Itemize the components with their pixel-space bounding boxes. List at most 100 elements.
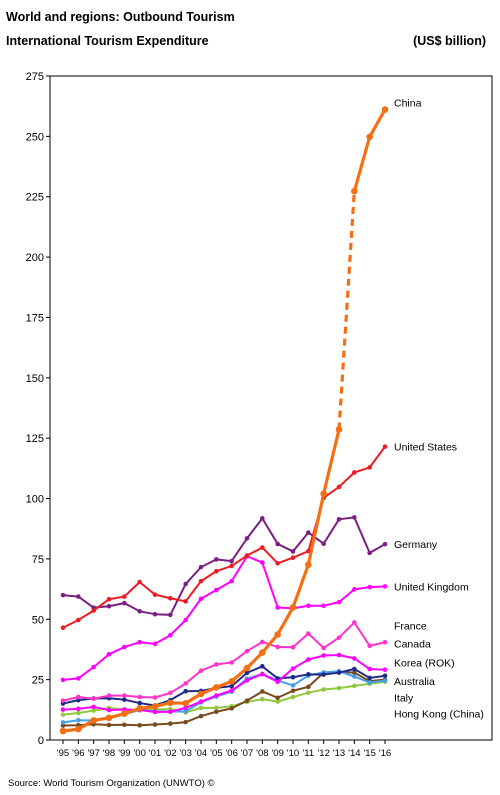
- data-point: [60, 712, 66, 717]
- x-tick-label: '01: [149, 748, 161, 759]
- data-point: [290, 666, 296, 671]
- data-point: [367, 584, 372, 590]
- data-point: [352, 674, 357, 679]
- x-tick-label: '96: [72, 748, 84, 759]
- data-point: [336, 635, 342, 640]
- data-point: [214, 587, 219, 593]
- data-point: [168, 709, 173, 715]
- data-point: [367, 675, 372, 681]
- x-tick-label: '99: [118, 748, 130, 759]
- data-point: [305, 561, 312, 569]
- x-tick-label: '15: [363, 748, 375, 759]
- data-point: [105, 714, 113, 722]
- series-label-australia: Australia: [394, 676, 435, 688]
- data-point: [152, 592, 158, 597]
- data-point: [136, 705, 143, 712]
- data-point: [289, 604, 297, 611]
- data-point: [382, 678, 388, 683]
- data-point: [321, 687, 326, 692]
- series-germany: [60, 515, 388, 618]
- data-point: [290, 683, 296, 688]
- x-tick-label: '13: [333, 748, 345, 759]
- source-note: Source: World Tourism Organization (UNWT…: [8, 778, 215, 789]
- data-point: [321, 653, 326, 658]
- data-point: [351, 187, 358, 195]
- x-tick-label: '98: [103, 748, 115, 759]
- y-tick-label: 225: [26, 192, 44, 204]
- unit-label: (US$ billion): [413, 34, 486, 48]
- data-point: [352, 587, 357, 592]
- data-point: [106, 693, 112, 698]
- data-point: [320, 490, 327, 498]
- y-tick-label: 175: [26, 312, 44, 324]
- x-tick-label: '14: [348, 748, 360, 759]
- data-point: [229, 688, 234, 693]
- data-point: [244, 698, 250, 703]
- data-point: [260, 639, 265, 645]
- data-point: [336, 670, 342, 675]
- x-tick-label: '16: [379, 748, 391, 759]
- data-point: [214, 568, 219, 574]
- data-point: [306, 684, 311, 690]
- x-tick-label: '12: [317, 748, 329, 759]
- data-point: [259, 649, 266, 656]
- x-tick-label: '00: [133, 748, 145, 759]
- y-tick-label: 100: [26, 494, 44, 506]
- series-line: [62, 516, 386, 616]
- line-chart: 0 25 50 75 100 125 150 175 200 225 250 275 '95'96'97…: [26, 71, 493, 759]
- data-point: [229, 706, 234, 711]
- x-tick-label: '05: [210, 748, 222, 759]
- data-point: [244, 648, 250, 654]
- data-point: [336, 599, 342, 605]
- series-line: [62, 621, 386, 702]
- data-point: [168, 595, 173, 601]
- data-point: [198, 699, 204, 704]
- series-label-united-states: United States: [394, 442, 457, 454]
- data-point: [290, 674, 296, 680]
- data-point: [106, 707, 112, 713]
- y-tick-label: 125: [26, 433, 44, 445]
- data-point: [152, 641, 158, 647]
- data-point: [198, 705, 204, 711]
- data-point: [382, 639, 388, 645]
- data-point: [260, 696, 265, 702]
- data-point: [183, 617, 188, 623]
- data-point: [214, 705, 219, 711]
- data-point: [381, 106, 389, 113]
- data-point: [367, 550, 372, 556]
- data-point: [168, 612, 173, 618]
- y-tick-label: 25: [32, 675, 44, 687]
- data-point: [260, 545, 265, 550]
- data-point: [106, 603, 112, 609]
- data-point: [76, 676, 81, 681]
- data-point: [260, 671, 265, 677]
- data-point: [198, 596, 204, 602]
- data-point: [106, 596, 112, 602]
- data-point: [75, 725, 82, 733]
- data-point: [336, 652, 342, 658]
- data-point: [137, 639, 142, 645]
- data-point: [76, 706, 81, 712]
- series-line: [62, 680, 386, 716]
- data-point: [367, 680, 372, 685]
- data-point: [91, 664, 96, 670]
- data-point: [367, 666, 372, 672]
- data-point: [183, 581, 188, 587]
- data-point: [60, 698, 66, 703]
- data-point: [197, 690, 205, 698]
- series-label-united-kingdom: United Kingdom: [394, 581, 469, 593]
- data-point: [336, 484, 342, 490]
- data-point: [382, 584, 388, 589]
- data-point: [122, 693, 127, 698]
- x-tick-label: '11: [302, 748, 314, 759]
- y-tick-label: 275: [26, 71, 44, 83]
- data-point: [274, 631, 281, 638]
- series-china: [59, 106, 389, 735]
- data-point: [352, 666, 357, 672]
- y-tick-label: 250: [26, 131, 44, 143]
- data-point: [198, 713, 204, 719]
- data-point: [152, 709, 158, 715]
- data-point: [91, 696, 96, 702]
- data-point: [91, 704, 96, 710]
- data-point: [321, 603, 326, 609]
